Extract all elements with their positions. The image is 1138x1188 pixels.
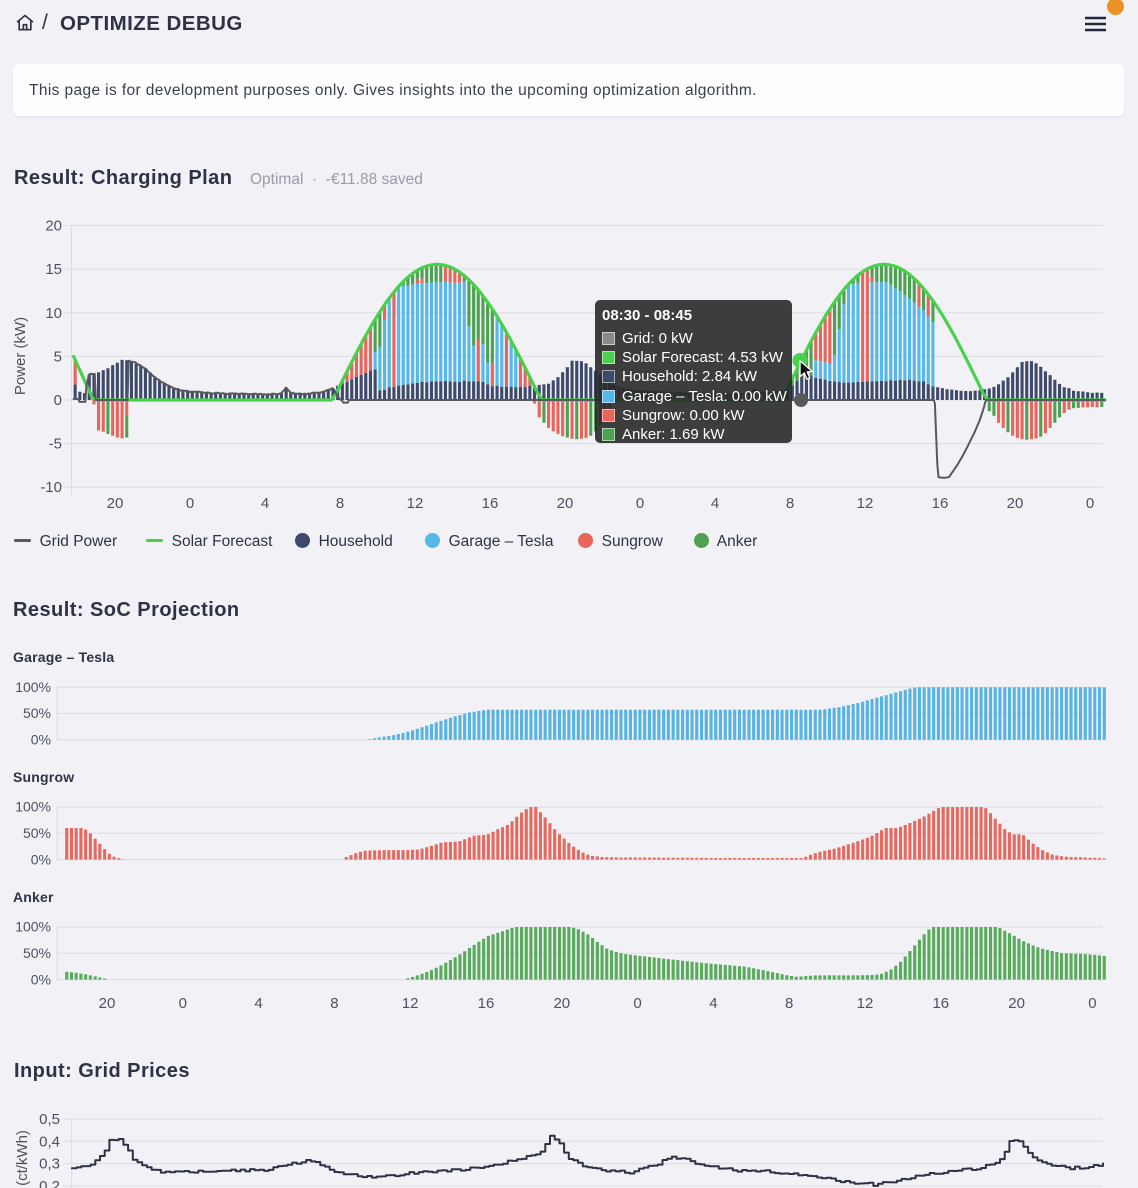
svg-text:0: 0 xyxy=(186,495,194,512)
svg-text:0,4: 0,4 xyxy=(39,1133,60,1150)
svg-text:20: 20 xyxy=(557,495,574,512)
svg-text:0%: 0% xyxy=(31,732,51,748)
svg-text:0,3: 0,3 xyxy=(39,1156,60,1173)
svg-text:0,2: 0,2 xyxy=(39,1178,60,1188)
svg-text:16: 16 xyxy=(932,495,949,512)
svg-text:4: 4 xyxy=(711,495,719,512)
svg-text:10: 10 xyxy=(45,305,62,322)
svg-text:(ct/kWh): (ct/kWh) xyxy=(14,1130,31,1186)
svg-text:16: 16 xyxy=(932,995,949,1012)
svg-text:8: 8 xyxy=(785,995,793,1012)
svg-text:20: 20 xyxy=(1007,495,1024,512)
svg-text:0,5: 0,5 xyxy=(39,1111,60,1128)
svg-text:4: 4 xyxy=(254,995,262,1012)
svg-text:16: 16 xyxy=(478,995,495,1012)
svg-text:20: 20 xyxy=(553,995,570,1012)
svg-text:-10: -10 xyxy=(40,479,62,496)
svg-text:0%: 0% xyxy=(31,851,51,867)
svg-text:5: 5 xyxy=(54,348,62,365)
svg-text:0%: 0% xyxy=(31,971,51,987)
svg-text:12: 12 xyxy=(407,495,424,512)
svg-text:100%: 100% xyxy=(15,799,51,815)
svg-text:20: 20 xyxy=(1008,995,1025,1012)
svg-text:20: 20 xyxy=(107,495,124,512)
svg-text:50%: 50% xyxy=(23,705,51,721)
svg-text:20: 20 xyxy=(99,995,116,1012)
svg-text:12: 12 xyxy=(857,995,874,1012)
svg-text:20: 20 xyxy=(45,217,62,234)
svg-text:12: 12 xyxy=(857,495,874,512)
svg-text:0: 0 xyxy=(1088,995,1096,1012)
svg-text:0: 0 xyxy=(636,495,644,512)
svg-text:8: 8 xyxy=(786,495,794,512)
svg-text:-5: -5 xyxy=(49,436,62,453)
svg-text:16: 16 xyxy=(482,495,499,512)
svg-text:50%: 50% xyxy=(23,825,51,841)
svg-text:4: 4 xyxy=(261,495,269,512)
svg-text:15: 15 xyxy=(45,261,62,278)
svg-text:100%: 100% xyxy=(15,679,51,695)
svg-text:Power (kW): Power (kW) xyxy=(12,317,29,395)
svg-text:50%: 50% xyxy=(23,945,51,961)
svg-text:0: 0 xyxy=(1086,495,1094,512)
svg-text:4: 4 xyxy=(709,995,717,1012)
svg-text:0: 0 xyxy=(633,995,641,1012)
svg-text:0: 0 xyxy=(54,392,62,409)
svg-text:8: 8 xyxy=(336,495,344,512)
svg-text:0: 0 xyxy=(179,995,187,1012)
svg-text:100%: 100% xyxy=(15,919,51,935)
svg-text:8: 8 xyxy=(330,995,338,1012)
svg-text:12: 12 xyxy=(402,995,419,1012)
